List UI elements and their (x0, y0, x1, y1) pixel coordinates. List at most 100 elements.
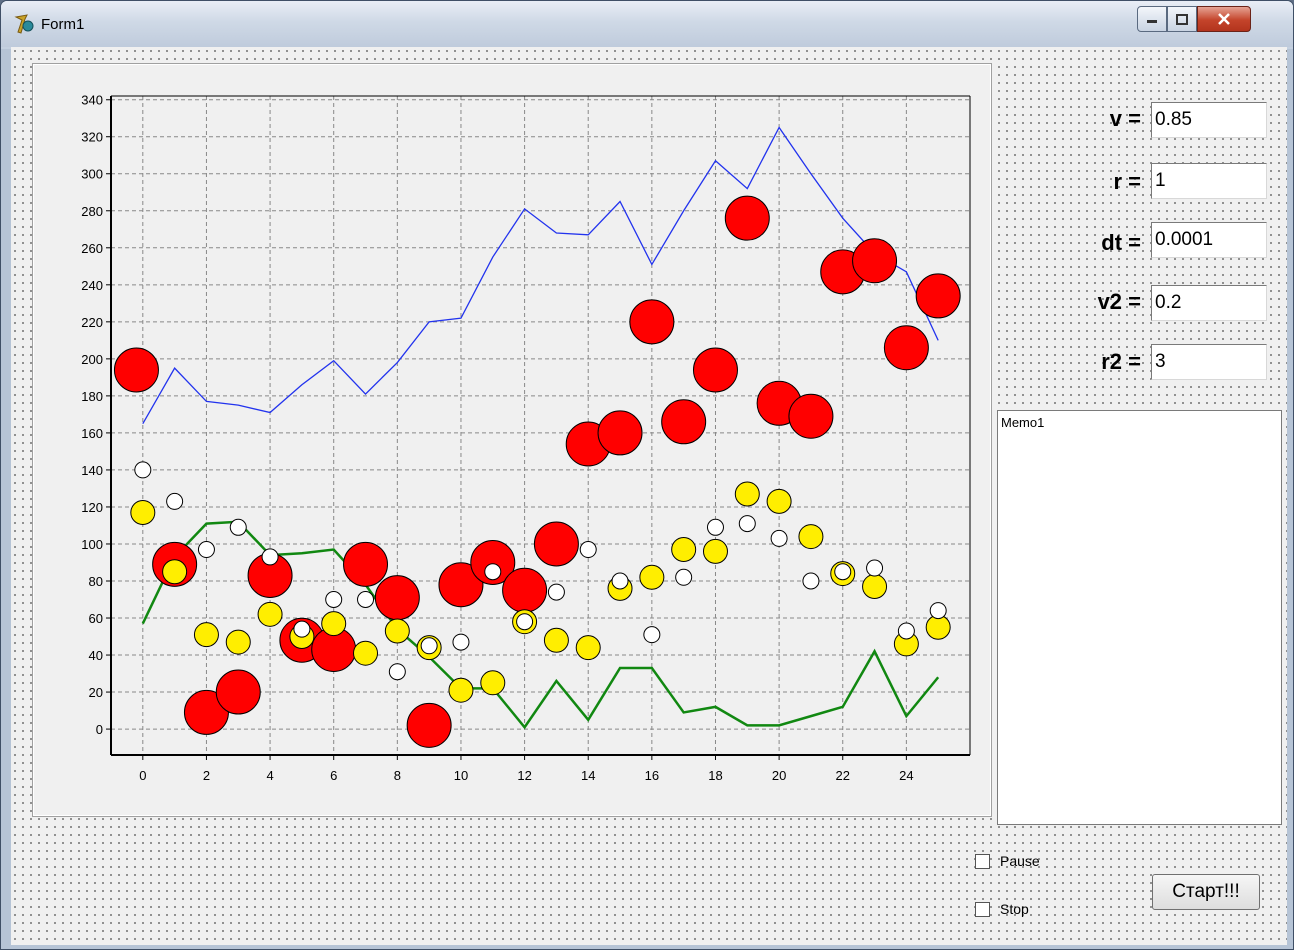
red-particle (406, 702, 452, 748)
yellow-particle (225, 629, 251, 655)
r-field[interactable] (1151, 163, 1267, 199)
delphi-helmet-icon[interactable] (13, 13, 35, 35)
title-bar[interactable]: Form1 (1, 1, 1293, 47)
white-particle (420, 637, 438, 655)
red-particle (661, 399, 707, 445)
param-label-r: r = (1113, 169, 1141, 194)
minimize-icon (1147, 20, 1157, 23)
y-tick-label: 220 (81, 315, 103, 330)
x-tick-label: 2 (203, 768, 210, 783)
yellow-particle (480, 670, 506, 696)
yellow-particle (162, 559, 188, 585)
x-tick-label: 18 (708, 768, 722, 783)
red-particle (113, 347, 159, 393)
white-particle (770, 529, 788, 547)
red-particle (183, 689, 229, 735)
x-tick-label: 10 (454, 768, 468, 783)
param-label-dt: dt = (1101, 230, 1141, 255)
red-particle (533, 521, 579, 567)
maximize-icon (1176, 13, 1188, 25)
y-tick-label: 120 (81, 500, 103, 515)
yellow-particle (193, 622, 219, 648)
yellow-particle (766, 488, 792, 514)
white-particle (738, 515, 756, 533)
white-particle (579, 541, 597, 559)
white-particle (516, 613, 534, 631)
red-particle (629, 299, 675, 345)
white-particle (197, 541, 215, 559)
yellow-particle (671, 537, 697, 563)
white-particle (706, 518, 724, 536)
yellow-particle (798, 524, 824, 550)
minimize-button[interactable] (1137, 6, 1167, 32)
white-particle (866, 559, 884, 577)
dt-field[interactable] (1151, 222, 1267, 258)
param-label-r2: r2 = (1101, 349, 1141, 374)
yellow-particle (862, 574, 888, 600)
y-tick-label: 340 (81, 93, 103, 108)
maximize-button[interactable] (1167, 6, 1197, 32)
v2-field[interactable] (1151, 285, 1267, 321)
y-tick-label: 80 (89, 574, 103, 589)
red-particle (470, 539, 516, 585)
red-particle (502, 567, 548, 613)
red-particle (915, 273, 961, 319)
v-field[interactable] (1151, 102, 1267, 138)
red-particle (343, 541, 389, 587)
white-particle (834, 563, 852, 581)
y-tick-label: 60 (89, 611, 103, 626)
y-tick-label: 140 (81, 463, 103, 478)
pause-checkbox-box[interactable] (975, 853, 990, 869)
window-title: Form1 (41, 16, 85, 33)
white-particle (897, 622, 915, 640)
white-particle (261, 548, 279, 566)
red-particle (597, 410, 643, 456)
x-tick-label: 16 (645, 768, 659, 783)
white-particle (611, 572, 629, 590)
white-particle (547, 583, 565, 601)
yellow-particle (448, 677, 474, 703)
y-tick-label: 0 (96, 722, 103, 737)
yellow-particle (543, 627, 569, 653)
x-tick-label: 22 (836, 768, 850, 783)
white-particle (293, 620, 311, 638)
yellow-particle (702, 538, 728, 564)
y-tick-label: 20 (89, 685, 103, 700)
y-tick-label: 320 (81, 130, 103, 145)
plot-area (111, 96, 970, 755)
yellow-particle (639, 564, 665, 590)
yellow-particle (257, 601, 283, 627)
red-particle (883, 325, 929, 371)
x-tick-label: 14 (581, 768, 595, 783)
white-particle (675, 568, 693, 586)
red-particle (438, 562, 484, 608)
white-particle (325, 591, 343, 609)
x-tick-label: 0 (139, 768, 146, 783)
white-particle (929, 602, 947, 620)
stop-checkbox[interactable]: Stop (975, 901, 1029, 917)
y-tick-label: 100 (81, 537, 103, 552)
series-line (142, 126, 939, 424)
pause-checkbox[interactable]: Pause (975, 853, 1040, 869)
white-particle (452, 633, 470, 651)
yellow-particle (734, 481, 760, 507)
yellow-particle (575, 635, 601, 661)
r2-field[interactable] (1151, 344, 1267, 380)
stop-label: Stop (1000, 901, 1029, 917)
y-tick-label: 260 (81, 241, 103, 256)
param-label-v: v = (1109, 106, 1141, 131)
red-particle (374, 575, 420, 621)
red-particle (692, 347, 738, 393)
pause-label: Pause (1000, 853, 1040, 869)
yellow-particle (130, 500, 156, 526)
yellow-particle (321, 611, 347, 637)
x-tick-label: 24 (899, 768, 913, 783)
stop-checkbox-box[interactable] (975, 901, 990, 917)
x-tick-label: 8 (394, 768, 401, 783)
chart-panel: 0 2 4 6 8 10 12 14 16 18 20 22 24 0 20 40 60 80 100 120 140 1… (32, 63, 992, 817)
close-button[interactable] (1197, 6, 1251, 32)
param-label-v2: v2 = (1097, 289, 1141, 314)
start-button[interactable]: Старт!!! (1152, 874, 1260, 910)
memo-box[interactable]: Memo1 (997, 410, 1282, 825)
white-particle (484, 563, 502, 581)
